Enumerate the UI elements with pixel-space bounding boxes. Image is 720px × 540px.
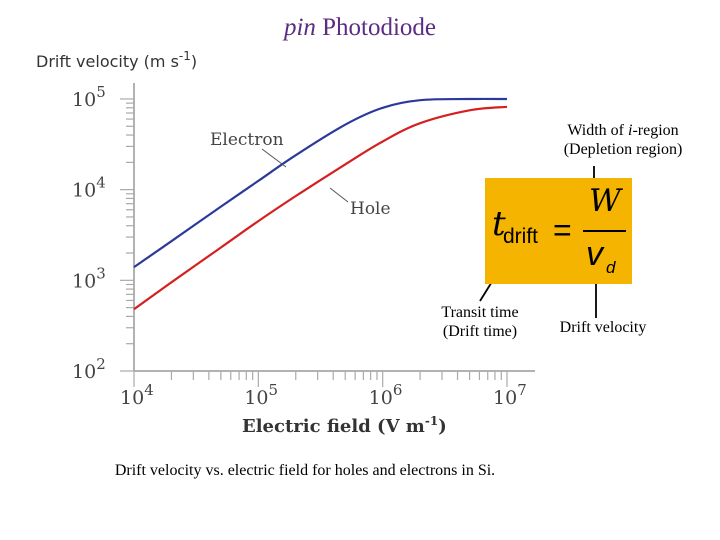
equation-equals: = (553, 212, 572, 248)
width-annotation-italic: i (628, 122, 633, 139)
x-axis-title-text: Electric field (V m-1) (242, 414, 447, 437)
x-tick-base: 10 (369, 387, 393, 409)
y-tick-label: 102 (72, 355, 106, 383)
y-axis-title: Drift velocity (m s-1) (36, 49, 197, 71)
y-tick-base: 10 (72, 180, 96, 202)
y-axis-title-text: Drift velocity (m s-1) (36, 49, 197, 71)
x-tick-label: 106 (369, 381, 403, 409)
width-annotation-line2: (Depletion region) (563, 141, 683, 158)
x-axis-title: Electric field (V m-1) (242, 414, 447, 437)
equation-t: t (492, 204, 506, 244)
x-tick-exp: 5 (269, 381, 279, 399)
drift-velocity-annotation: Drift velocity (559, 319, 647, 336)
y-tick-base: 10 (72, 270, 96, 292)
x-tick-exp: 4 (144, 381, 154, 399)
equation-numerator: W (589, 183, 621, 219)
axis-title-sup: -1 (179, 49, 191, 63)
x-tick-label: 104 (120, 381, 154, 409)
x-tick-base: 10 (244, 387, 268, 409)
axis-title-close: ) (438, 416, 447, 437)
width-annotation-pre: Width of (567, 122, 629, 139)
y-tick-exp: 4 (96, 174, 106, 192)
equation-denominator-subscript: d (606, 258, 616, 277)
axis-title-main: Drift velocity (m s (36, 52, 179, 71)
legend-labels: Electron Hole (210, 130, 391, 219)
y-tick-base: 10 (72, 361, 96, 383)
slide-title-rest: Photodiode (315, 14, 437, 41)
equation-t-subscript: drift (503, 225, 539, 248)
width-annotation: Width of i-region (Depletion region) (538, 121, 708, 159)
x-tick-base: 10 (120, 387, 144, 409)
ticks (120, 98, 508, 387)
series (133, 97, 508, 311)
figure-caption: Drift velocity vs. electric field for ho… (114, 462, 496, 479)
series-line-hole (133, 105, 508, 311)
axis-title-close: ) (191, 52, 197, 71)
y-tick-exp: 5 (96, 83, 106, 101)
series-label-electron: Electron (210, 130, 284, 150)
axis-title-sup: -1 (425, 414, 438, 428)
x-tick-label: 105 (244, 381, 278, 409)
y-tick-base: 10 (72, 89, 96, 111)
width-annotation-line1: Width of i-region (538, 121, 708, 140)
x-tick-exp: 7 (517, 381, 527, 399)
y-tick-label: 104 (72, 174, 106, 202)
slide-title: pin Photodiode (0, 14, 720, 42)
slide-title-italic: pin (283, 14, 316, 41)
y-tick-label: 105 (72, 83, 106, 111)
x-tick-label: 107 (493, 381, 527, 409)
series-label-hole: Hole (350, 199, 391, 219)
transit-time-annotation: Transit time (Drift time) (420, 303, 540, 341)
axis-title-main: Electric field (V m (242, 416, 425, 437)
x-tick-exp: 6 (393, 381, 403, 399)
equation-fraction-bar (583, 230, 626, 232)
y-tick-label: 103 (72, 264, 106, 292)
hole-leader-line (329, 187, 349, 203)
y-tick-exp: 2 (96, 355, 106, 373)
equation-denominator: v (586, 235, 603, 273)
y-tick-exp: 3 (96, 264, 106, 282)
series-line-electron (133, 97, 508, 269)
electron-leader-line (261, 148, 287, 168)
transit-annotation-line1: Transit time (441, 304, 519, 321)
x-tick-base: 10 (493, 387, 517, 409)
transit-annotation-line2: (Drift time) (442, 323, 518, 340)
axes (133, 83, 535, 372)
width-annotation-post: -region (632, 122, 679, 139)
